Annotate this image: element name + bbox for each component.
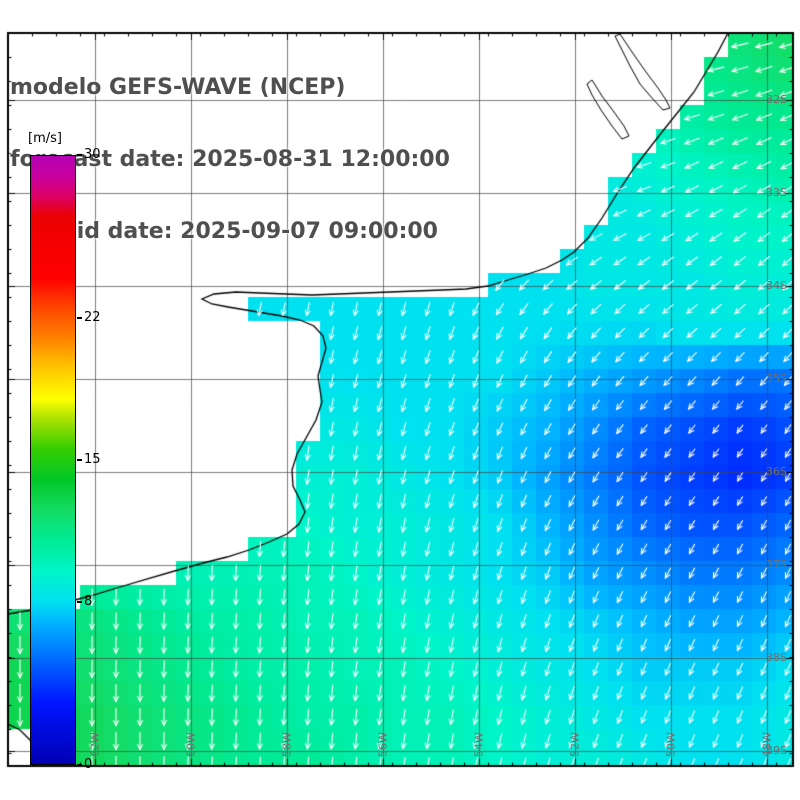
latitude-label: 38S [766,651,787,664]
longitude-label: 62W [88,732,102,757]
colorbar-unit-label: [m/s] [28,131,62,146]
longitude-label: 50W [664,732,678,757]
longitude-label: 60W [184,732,198,757]
longitude-label: 56W [376,732,390,757]
longitude-label: 58W [280,732,294,757]
latitude-label: 37S [766,558,787,571]
latitude-label: 35S [766,372,787,385]
latitude-label: 33S [766,186,787,199]
latitude-label: 36S [766,465,787,478]
colorbar-tick-label: 15 [84,452,101,467]
colorbar-tick-label: 22 [84,309,101,325]
latitude-label: 39S [766,744,787,757]
colorbar-gradient [30,155,76,765]
longitude-label: 52W [568,732,582,757]
colorbar-tick-mark [77,764,82,766]
colorbar-tick-label: 0 [84,757,93,772]
colorbar-tick-label: 8 [84,594,93,610]
colorbar-tick-mark [77,459,82,461]
colorbar-tick-label: 30 [84,147,101,162]
latitude-label: 32S [766,93,787,106]
longitude-label: 48W [760,732,774,757]
colorbar-tick-mark [77,601,82,604]
model-name: modelo GEFS-WAVE (NCEP) [10,75,346,100]
latitude-label: 34S [766,279,787,292]
longitude-label: 54W [472,732,486,757]
colorbar-tick-mark [77,154,82,156]
colorbar-tick-mark [77,316,82,319]
